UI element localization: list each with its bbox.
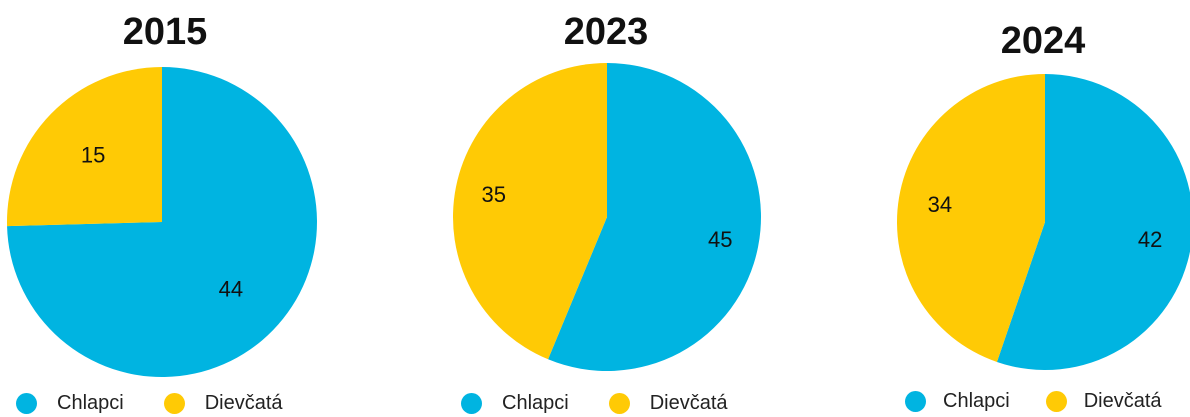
slice-dievcata (452, 62, 607, 360)
slice-dievcata (6, 67, 163, 227)
legend-item-chlapci: Chlapci (905, 390, 1010, 413)
chart-legend: Chlapci Dievčatá (16, 392, 283, 415)
legend-swatch-dievcata (163, 393, 185, 414)
pie-chart: 45 35 (452, 62, 761, 371)
legend-item-dievcata: Dievčatá (163, 392, 283, 415)
slice-chlapci (548, 63, 761, 371)
slice-chlapci (996, 74, 1190, 370)
chart-title: 2024 (1000, 20, 1086, 62)
legend-label-chlapci: Chlapci (57, 392, 124, 414)
chart-panel-2024: 2024 42 34 Chlapci Dievčatá (890, 0, 1190, 417)
legend-item-chlapci: Chlapci (461, 392, 569, 415)
chart-legend: Chlapci Dievčatá (461, 392, 728, 415)
legend-label-chlapci: Chlapci (502, 392, 569, 414)
legend-item-dievcata: Dievčatá (608, 392, 728, 415)
chart-title: 2023 (563, 11, 649, 53)
legend-swatch-chlapci (461, 393, 482, 414)
chart-panel-2015: 2015 44 15 Chlapci Dievčatá (0, 0, 330, 417)
chart-legend: Chlapci Dievčatá (905, 390, 1162, 413)
legend-swatch-chlapci (16, 393, 37, 414)
pie-chart: 42 34 (896, 74, 1190, 370)
legend-label-dievcata: Dievčatá (649, 392, 728, 414)
legend-item-dievcata: Dievčatá (1045, 390, 1162, 413)
legend-swatch-dievcata (608, 393, 630, 414)
legend-label-chlapci: Chlapci (943, 390, 1010, 412)
chart-title: 2015 (122, 11, 208, 53)
data-label-chlapci: 44 (219, 277, 243, 302)
legend-swatch-dievcata (1045, 391, 1067, 412)
slice-chlapci (7, 67, 317, 377)
data-label-dievcata: 15 (81, 142, 105, 167)
chart-panel-2023: 2023 45 35 Chlapci Dievčatá (450, 0, 780, 417)
data-label-chlapci: 45 (708, 227, 732, 252)
legend-label-dievcata: Dievčatá (204, 392, 283, 414)
legend-label-dievcata: Dievčatá (1083, 390, 1162, 412)
pie-chart: 44 15 (6, 67, 317, 377)
legend-swatch-chlapci (905, 391, 926, 412)
slice-dievcata (896, 74, 1045, 362)
data-label-chlapci: 42 (1138, 227, 1162, 252)
legend-item-chlapci: Chlapci (16, 392, 124, 415)
data-label-dievcata: 35 (481, 182, 505, 207)
data-label-dievcata: 34 (928, 192, 952, 217)
